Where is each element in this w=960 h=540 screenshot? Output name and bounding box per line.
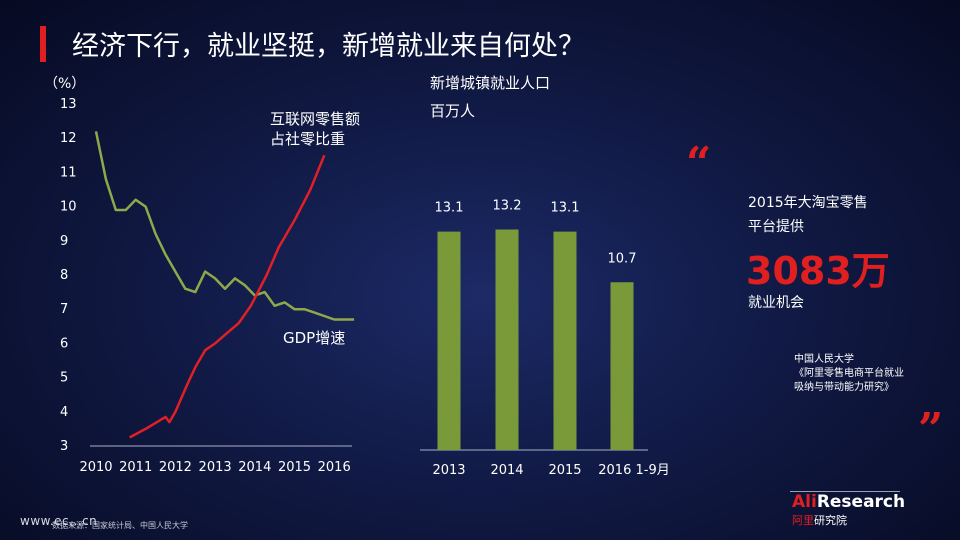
- bar-2014: [495, 229, 519, 450]
- open-quote-mark: “: [686, 138, 712, 189]
- logo-cn-red-text: 阿里: [792, 514, 814, 527]
- logo-cn-text: 研究院: [814, 514, 847, 527]
- bar-value-label: 13.1: [551, 201, 580, 216]
- aliresearch-logo-cn: 阿里研究院: [792, 512, 847, 528]
- line-chart-y-tick: 7: [60, 302, 68, 317]
- gdp-growth-legend: GDP增速: [283, 329, 345, 347]
- bar-2013: [437, 231, 461, 450]
- logo-ali-text: Ali: [792, 492, 817, 512]
- line-chart-x-tick: 2010: [79, 460, 112, 475]
- bar-value-label: 13.1: [435, 201, 464, 216]
- line-chart-y-tick: 9: [60, 234, 68, 249]
- title-accent-bar: [40, 26, 46, 62]
- line-chart-y-tick: 10: [60, 200, 77, 215]
- bar-value-label: 10.7: [608, 251, 637, 266]
- source-line-2: 《阿里零售电商平台就业: [794, 368, 904, 379]
- close-quote-mark: ”: [918, 404, 944, 455]
- source-line-1: 中国人民大学: [794, 354, 854, 365]
- highlight-value: 3083万: [746, 249, 890, 293]
- bar-chart-unit: 百万人: [430, 102, 475, 120]
- line-chart-y-tick: 3: [60, 439, 68, 454]
- logo-research-text: Research: [816, 492, 906, 512]
- bar-category-label: 2016 1-9月: [598, 463, 669, 478]
- aliresearch-logo: AliResearch: [792, 492, 905, 512]
- bar-value-label: 13.2: [493, 199, 522, 214]
- source-line-3: 吸纳与带动能力研究》: [794, 382, 894, 393]
- bar-category-label: 2013: [432, 463, 465, 478]
- line-chart-y-tick: 6: [60, 336, 68, 351]
- logo-divider: [790, 491, 900, 492]
- line-chart-y-tick: 11: [60, 165, 77, 180]
- bar-category-label: 2015: [548, 463, 581, 478]
- line-chart-y-tick: 4: [60, 405, 68, 420]
- gdp-growth-line: [94, 131, 355, 321]
- bar-category-label: 2014: [490, 463, 523, 478]
- highlight-line-4: 就业机会: [748, 295, 804, 311]
- line-chart-y-tick: 5: [60, 371, 68, 386]
- line-chart-y-tick: 13: [60, 97, 77, 112]
- bar-chart: 新增城镇就业人口 百万人 13.1 2013 13.2 2014 13.1 2015 10.…: [420, 74, 670, 478]
- footer-url: www.ec...cn: [20, 514, 98, 528]
- online-retail-share-legend-line-2: 占社零比重: [270, 130, 345, 148]
- line-chart-x-tick: 2012: [159, 460, 192, 475]
- online-retail-share-line: [129, 154, 326, 439]
- line-chart-x-tick: 2015: [278, 460, 311, 475]
- line-chart-x-tick: 2014: [238, 460, 271, 475]
- page-title: 经济下行，就业坚挺，新增就业来自何处？: [72, 31, 585, 62]
- line-chart-y-tick: 8: [60, 268, 68, 283]
- line-chart-x-tick: 2011: [119, 460, 152, 475]
- line-chart: （%） 3 4 5 6 7 8 9 10 11 12 13 2010 2011 2012 2013 2014…: [44, 76, 360, 475]
- bar-2016 1-9月: [610, 282, 634, 450]
- highlight-line-1: 2015年大淘宝零售: [748, 195, 868, 211]
- online-retail-share-legend-line-1: 互联网零售额: [270, 110, 360, 128]
- line-chart-y-tick: 12: [60, 131, 77, 146]
- line-chart-y-axis-label: （%）: [44, 76, 85, 92]
- footer-source-note: 数据来源：国家统计局、中国人民大学: [52, 521, 188, 530]
- bar-2015: [553, 231, 577, 450]
- bar-chart-title: 新增城镇就业人口: [430, 74, 550, 92]
- line-chart-x-tick: 2013: [199, 460, 232, 475]
- line-chart-x-tick: 2016: [318, 460, 351, 475]
- highlight-line-2: 平台提供: [748, 219, 804, 235]
